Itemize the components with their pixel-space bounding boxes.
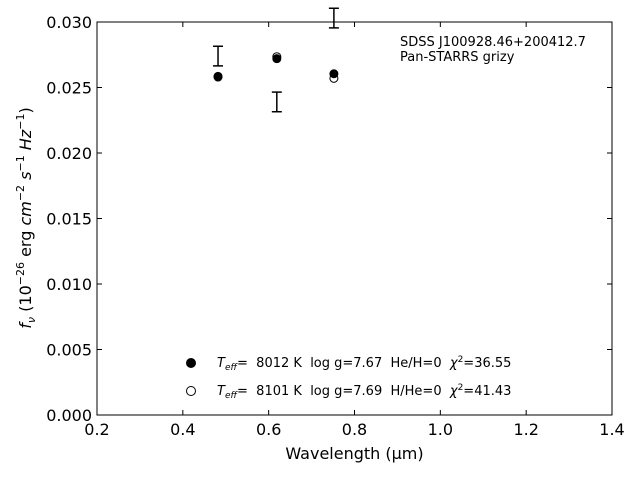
legend-1-comp: He/H=0 <box>391 356 442 371</box>
y-tick-label: 0.030 <box>46 13 92 32</box>
x-tick-label: 1.0 <box>428 420 453 439</box>
x-axis-ticks: 0.2 0.4 0.6 0.8 1.0 1.2 1.4 <box>84 22 625 439</box>
y-tick-label: 0.015 <box>46 210 92 229</box>
legend-1-chi2: =36.55 <box>463 356 511 371</box>
model-point-filled <box>213 71 223 81</box>
legend-2-comp: H/He=0 <box>391 384 442 399</box>
y-tick-label: 0.025 <box>46 79 92 98</box>
y-tick-label: 0.000 <box>46 406 92 425</box>
observed-error-bar <box>328 7 339 29</box>
x-tick-label: 0.6 <box>256 420 281 439</box>
observed-error-bar <box>213 45 224 67</box>
y-tick-label: 0.005 <box>46 341 92 360</box>
legend-entry-1: Teff= 8012 K log g=7.67 He/H=0 χ2=36.55 <box>217 355 511 373</box>
observed-error-bars <box>213 7 339 113</box>
y-tick-label: 0.020 <box>46 144 92 163</box>
legend-entry-2: Teff= 8101 K log g=7.69 H/He=0 χ2=41.43 <box>217 383 511 401</box>
x-tick-label: 1.2 <box>513 420 538 439</box>
model-point-filled <box>329 69 339 79</box>
y-axis-label: fν (10−26 erg cm−2 s−1 Hz−1) <box>14 107 38 328</box>
observed-error-bar <box>271 91 282 113</box>
y-tick-label: 0.010 <box>46 275 92 294</box>
survey-annotation: Pan-STARRS grizy <box>400 50 515 65</box>
legend-marker-filled <box>186 358 196 368</box>
x-tick-label: 1.4 <box>599 420 624 439</box>
legend: Teff= 8012 K log g=7.67 He/H=0 χ2=36.55 … <box>186 355 511 401</box>
x-axis-label: Wavelength (μm) <box>285 444 423 463</box>
legend-2-chi2: =41.43 <box>463 384 511 399</box>
x-tick-label: 0.4 <box>170 420 195 439</box>
x-tick-label: 0.2 <box>84 420 109 439</box>
legend-1-logg: log g=7.67 <box>310 356 382 371</box>
x-tick-label: 0.8 <box>342 420 367 439</box>
legend-1-teff: 8012 K <box>256 356 302 371</box>
object-name-annotation: SDSS J100928.46+200412.7 <box>400 35 586 50</box>
legend-2-teff: 8101 K <box>256 384 302 399</box>
y-axis-ticks: 0.000 0.005 0.010 0.015 0.020 0.025 0.030 <box>46 13 612 425</box>
model-point-filled <box>272 54 282 64</box>
legend-marker-open <box>186 386 196 396</box>
model-points <box>213 52 339 83</box>
legend-2-logg: log g=7.69 <box>310 384 382 399</box>
